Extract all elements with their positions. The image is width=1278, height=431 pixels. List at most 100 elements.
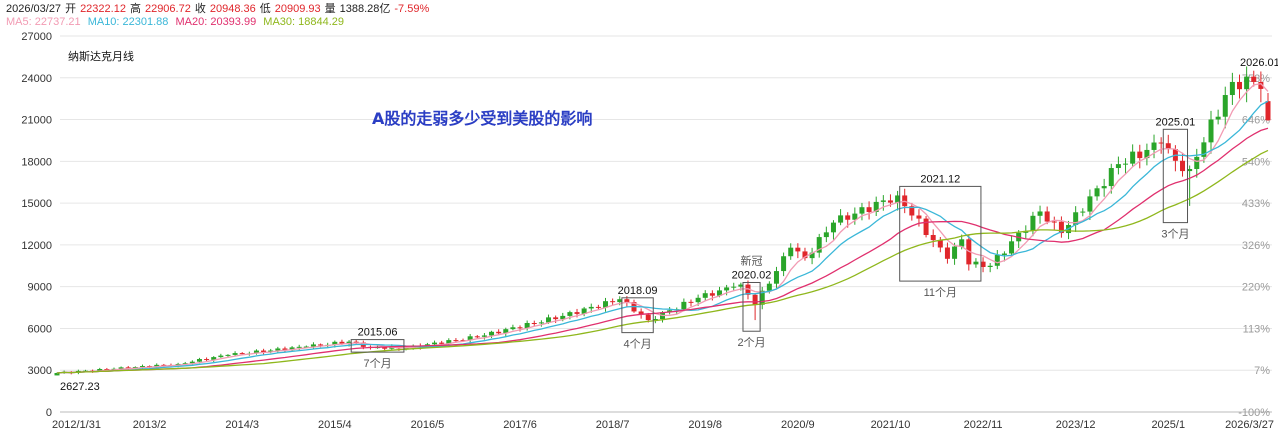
right-axis-label: 7% — [1254, 365, 1270, 377]
candle-body — [610, 301, 616, 303]
ma30-line — [56, 149, 1269, 374]
chart-title: 纳斯达克月线 — [68, 49, 134, 63]
candle-body — [1115, 164, 1121, 169]
right-axis-label: 113% — [1243, 323, 1271, 335]
candle-body — [1251, 76, 1257, 82]
x-tick-label: 2026/3/27 — [1225, 419, 1274, 431]
min-value-label: 2627.23 — [60, 381, 100, 393]
candle-body — [1130, 151, 1136, 164]
candle-body — [296, 346, 302, 348]
ma-legend: MA5: 22737.21 MA10: 22301.88 MA20: 20393… — [6, 16, 348, 29]
candle-body — [724, 287, 730, 291]
x-tick-label: 2013/2 — [133, 419, 167, 431]
candle-body — [624, 299, 630, 303]
candle-body — [738, 284, 744, 287]
candle-body — [788, 247, 794, 257]
right-axis-label: 220% — [1242, 282, 1270, 294]
readout-change: -7.59% — [394, 3, 430, 15]
candle-body — [1009, 241, 1015, 254]
x-tick-label: 2021/10 — [871, 419, 911, 431]
candle-body — [382, 347, 388, 349]
candle-body — [1165, 143, 1171, 150]
x-tick-label: 2012/1/31 — [52, 419, 101, 431]
candle-body — [1094, 188, 1100, 197]
x-tick-label: 2019/8 — [688, 419, 722, 431]
candle-body — [1087, 196, 1093, 212]
candle-body — [994, 254, 1000, 266]
candle-body — [467, 336, 473, 341]
candle-body — [97, 368, 103, 372]
candle-body — [809, 252, 815, 259]
annotation-date: 2015.06 — [358, 327, 398, 339]
candle-body — [987, 265, 993, 267]
candle-body — [446, 340, 452, 344]
annotation-date: 2018.09 — [618, 285, 658, 297]
readout-low: 20909.93 — [274, 3, 321, 15]
candle-body — [766, 283, 772, 291]
candle-body — [303, 346, 309, 348]
candle-body — [225, 354, 231, 356]
y-tick-label: 6000 — [28, 323, 52, 335]
candle-body — [139, 366, 145, 368]
candle-body — [652, 318, 658, 321]
x-tick-label: 2022/11 — [964, 419, 1003, 431]
annotation-box — [1162, 128, 1189, 224]
candle-body — [1080, 211, 1086, 213]
ma10-line — [56, 100, 1269, 374]
candle-body — [253, 350, 259, 354]
x-tick-label: 2018/7 — [596, 419, 630, 431]
right-axis-label: 433% — [1242, 198, 1270, 210]
x-tick-label: 2015/4 — [318, 419, 352, 431]
candle-body — [1244, 76, 1250, 90]
candle-body — [353, 341, 359, 343]
candle-body — [1222, 95, 1228, 117]
readout-date: 2026/03/27 — [6, 3, 62, 15]
candle-body — [460, 340, 466, 342]
candle-body — [1215, 116, 1221, 120]
headline-annotation: A股的走弱多少受到美股的影响 — [372, 109, 592, 128]
readout-open-label: 开 — [65, 3, 77, 15]
candle-body — [239, 353, 245, 355]
candle-body — [517, 327, 523, 329]
candle-body — [546, 317, 552, 323]
candle-body — [1108, 168, 1114, 187]
ma20-line — [56, 127, 1269, 374]
candle-body — [1137, 151, 1143, 159]
candle-body — [339, 341, 345, 344]
candle-body — [1058, 221, 1064, 234]
candle-body — [104, 368, 110, 370]
candle-body — [82, 370, 88, 372]
candle-body — [282, 348, 288, 351]
annotation-duration: 7个月 — [363, 357, 391, 370]
readout-close: 20948.36 — [209, 3, 256, 15]
candle-body — [489, 331, 495, 336]
candle-body — [887, 200, 893, 203]
max-value-label: 2026.01 — [1240, 57, 1278, 69]
candle-body — [154, 364, 160, 368]
y-tick-label: 27000 — [21, 31, 52, 43]
candle-body — [1258, 81, 1264, 89]
y-tick-label: 9000 — [28, 282, 52, 294]
x-tick-label: 2017/6 — [503, 419, 537, 431]
x-axis-ticks: 2012/1/31 2013/2 2014/3 2015/4 2016/5 2017/6 2… — [52, 419, 1274, 431]
right-axis-label: -100% — [1238, 407, 1270, 419]
candle-body — [496, 331, 502, 334]
candle-body — [118, 367, 124, 369]
ma20-legend: MA20: 20393.99 — [175, 16, 257, 28]
candle-body — [538, 322, 544, 324]
candle-body — [603, 301, 609, 308]
candle-body — [503, 329, 509, 334]
candle-body — [1144, 149, 1150, 159]
candle-body — [332, 341, 338, 345]
candle-body — [261, 350, 267, 352]
candle-body — [688, 301, 694, 303]
candle-body — [125, 367, 131, 369]
annotation-box — [742, 281, 761, 332]
y-tick-label: 15000 — [21, 198, 52, 210]
candle-body — [952, 246, 958, 259]
candle-body — [816, 237, 822, 253]
candle-body — [1123, 163, 1129, 165]
candle-body — [752, 294, 758, 305]
annotation-box — [350, 339, 405, 353]
candle-body — [1073, 212, 1079, 225]
